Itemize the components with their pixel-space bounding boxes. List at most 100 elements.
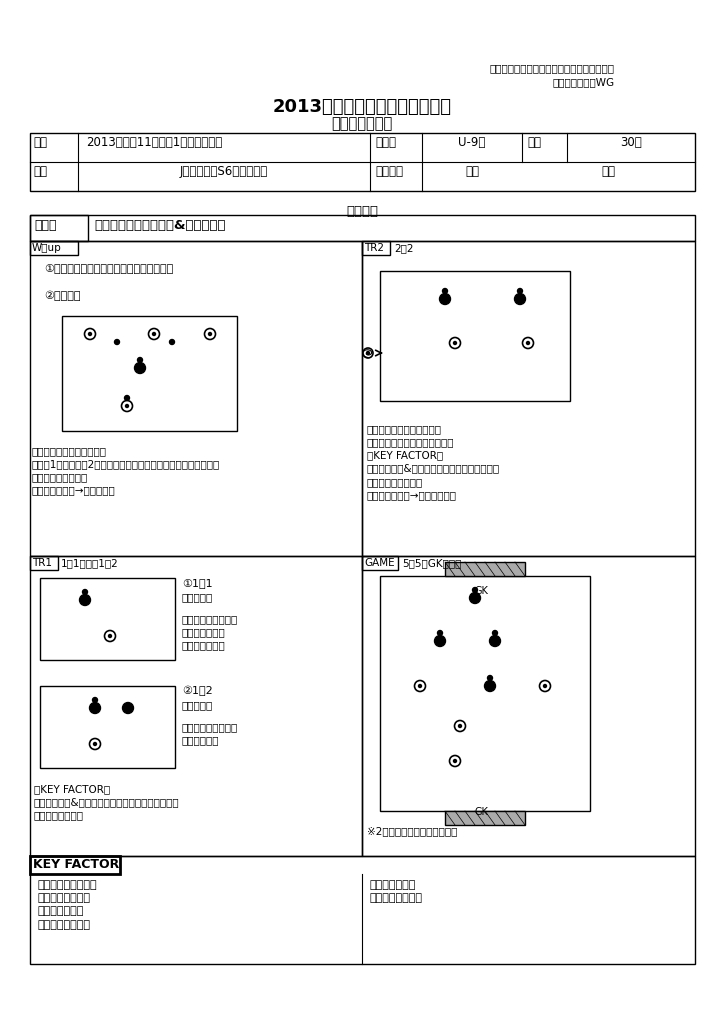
Bar — [30, 856, 120, 874]
Bar — [40, 686, 175, 768]
Text: 2対2: 2対2 — [394, 243, 413, 253]
Circle shape — [363, 348, 373, 358]
Text: 《指導計画案》: 《指導計画案》 — [331, 116, 393, 131]
Circle shape — [125, 395, 130, 400]
Circle shape — [450, 338, 460, 348]
Text: GAME: GAME — [364, 558, 394, 568]
Text: 1対1　～　1対2: 1対1 ～ 1対2 — [61, 558, 119, 568]
Text: （一社）大阪府サッカー協会　キッズ委員会: （一社）大阪府サッカー協会 キッズ委員会 — [490, 63, 615, 73]
Circle shape — [439, 294, 450, 304]
Bar — [362, 556, 398, 570]
Text: W－up: W－up — [32, 243, 62, 253]
Text: 5対5（GK含む）: 5対5（GK含む） — [402, 558, 461, 568]
Text: TR2: TR2 — [364, 243, 384, 253]
Bar — [362, 241, 390, 255]
Circle shape — [492, 631, 497, 636]
Text: 2013年度キッズエリート指導案: 2013年度キッズエリート指導案 — [273, 98, 452, 116]
Circle shape — [526, 341, 529, 344]
Circle shape — [109, 635, 112, 638]
Circle shape — [152, 333, 155, 336]
Text: 日時: 日時 — [33, 136, 47, 150]
Circle shape — [94, 742, 96, 745]
Circle shape — [123, 702, 133, 714]
Text: 人数: 人数 — [527, 136, 541, 150]
Bar — [380, 271, 570, 401]
Text: ②鬼ごっこ: ②鬼ごっこ — [44, 291, 80, 301]
Circle shape — [539, 681, 550, 691]
Text: ・素早いアプローチ
・飛び込まない
・粘り強い守備: ・素早いアプローチ ・飛び込まない ・粘り強い守備 — [182, 614, 239, 650]
Text: スタッフ: スタッフ — [375, 165, 403, 178]
Circle shape — [135, 362, 146, 374]
Bar — [30, 556, 362, 856]
Text: 【ルール・オーガナイズ】
　コーチから配給、ライン突破
【KEY FACTOR】
　チャレンジ&カバーの役割、ポジショニング
【バリエーション】
　ライン突破　: 【ルール・オーガナイズ】 コーチから配給、ライン突破 【KEY FACTOR】 … — [367, 424, 500, 500]
Text: 指導方法: 指導方法 — [346, 205, 378, 218]
Text: TR1: TR1 — [32, 558, 52, 568]
Text: 二村: 二村 — [465, 165, 479, 178]
Text: 会場: 会場 — [33, 165, 47, 178]
Circle shape — [125, 404, 128, 408]
Bar — [30, 556, 58, 570]
Bar — [40, 578, 175, 660]
Bar — [30, 241, 362, 556]
Circle shape — [487, 676, 492, 681]
Circle shape — [489, 636, 500, 646]
Bar — [62, 316, 237, 431]
Text: GK: GK — [475, 586, 489, 596]
Text: 2013年　　11月　　1日　　（金）: 2013年 11月 1日 （金） — [86, 136, 223, 150]
Circle shape — [122, 400, 133, 412]
Text: ①1対1: ①1対1 — [182, 578, 212, 588]
Bar — [30, 856, 695, 964]
Circle shape — [80, 595, 91, 605]
Circle shape — [415, 681, 426, 691]
Bar — [30, 215, 695, 241]
Circle shape — [455, 721, 465, 731]
Circle shape — [518, 289, 523, 294]
Text: ライン突破: ライン突破 — [182, 700, 213, 710]
Circle shape — [450, 756, 460, 767]
Circle shape — [83, 590, 88, 595]
Bar — [362, 556, 695, 856]
Circle shape — [418, 684, 421, 687]
Text: コース: コース — [375, 136, 396, 150]
Bar — [30, 133, 695, 191]
Bar — [362, 241, 695, 556]
Text: ・素早いアプローチ
・ステップワーク
・粘り強い守備
・ポジショニング: ・素早いアプローチ ・ステップワーク ・粘り強い守備 ・ポジショニング — [38, 880, 98, 930]
Circle shape — [470, 593, 481, 603]
Circle shape — [515, 294, 526, 304]
Text: Jグリーン堺S6フィールド: Jグリーン堺S6フィールド — [180, 165, 268, 178]
Circle shape — [473, 588, 478, 593]
Text: KEY FACTOR: KEY FACTOR — [33, 858, 119, 871]
Text: GK: GK — [475, 807, 489, 817]
Text: ・厳しくチャレンジ
・二人で奪う: ・厳しくチャレンジ ・二人で奪う — [182, 722, 239, 745]
Circle shape — [115, 340, 120, 344]
Circle shape — [149, 329, 160, 340]
Circle shape — [442, 289, 447, 294]
Bar — [445, 811, 525, 825]
Bar — [30, 215, 88, 241]
Circle shape — [454, 341, 457, 344]
Circle shape — [367, 351, 370, 354]
Circle shape — [88, 333, 91, 336]
Bar — [30, 241, 78, 255]
Text: ※2ピッチ、少年用ゴール使用: ※2ピッチ、少年用ゴール使用 — [367, 826, 457, 836]
Circle shape — [138, 357, 143, 362]
Text: 守備　～　チャレンジ&カバー　～: 守備 ～ チャレンジ&カバー ～ — [94, 219, 225, 232]
Circle shape — [89, 702, 101, 714]
Text: U-9南: U-9南 — [458, 136, 486, 150]
Text: 【ルール・オーガナイズ】
　　鬼1人、ボール2個。ボールを持っていればタッチされない。
【バリエーション】
　　手で行う　→　足で行う: 【ルール・オーガナイズ】 鬼1人、ボール2個。ボールを持っていればタッチされない… — [32, 446, 220, 496]
Text: ライン突破: ライン突破 — [182, 592, 213, 602]
Text: ・ゴールを守る
・守備の優先順位: ・ゴールを守る ・守備の優先順位 — [370, 880, 423, 903]
Circle shape — [93, 697, 97, 702]
Text: ②1対2: ②1対2 — [182, 686, 212, 696]
Circle shape — [458, 725, 462, 727]
Circle shape — [454, 760, 457, 763]
Text: テーマ: テーマ — [34, 219, 57, 232]
Bar — [380, 575, 590, 811]
Bar — [445, 562, 525, 575]
Text: 薮内: 薮内 — [602, 165, 616, 178]
Circle shape — [170, 340, 175, 344]
Text: ①コーディネーション（ステップワーク）: ①コーディネーション（ステップワーク） — [44, 263, 173, 273]
Circle shape — [209, 333, 212, 336]
Circle shape — [544, 684, 547, 687]
Circle shape — [204, 329, 215, 340]
